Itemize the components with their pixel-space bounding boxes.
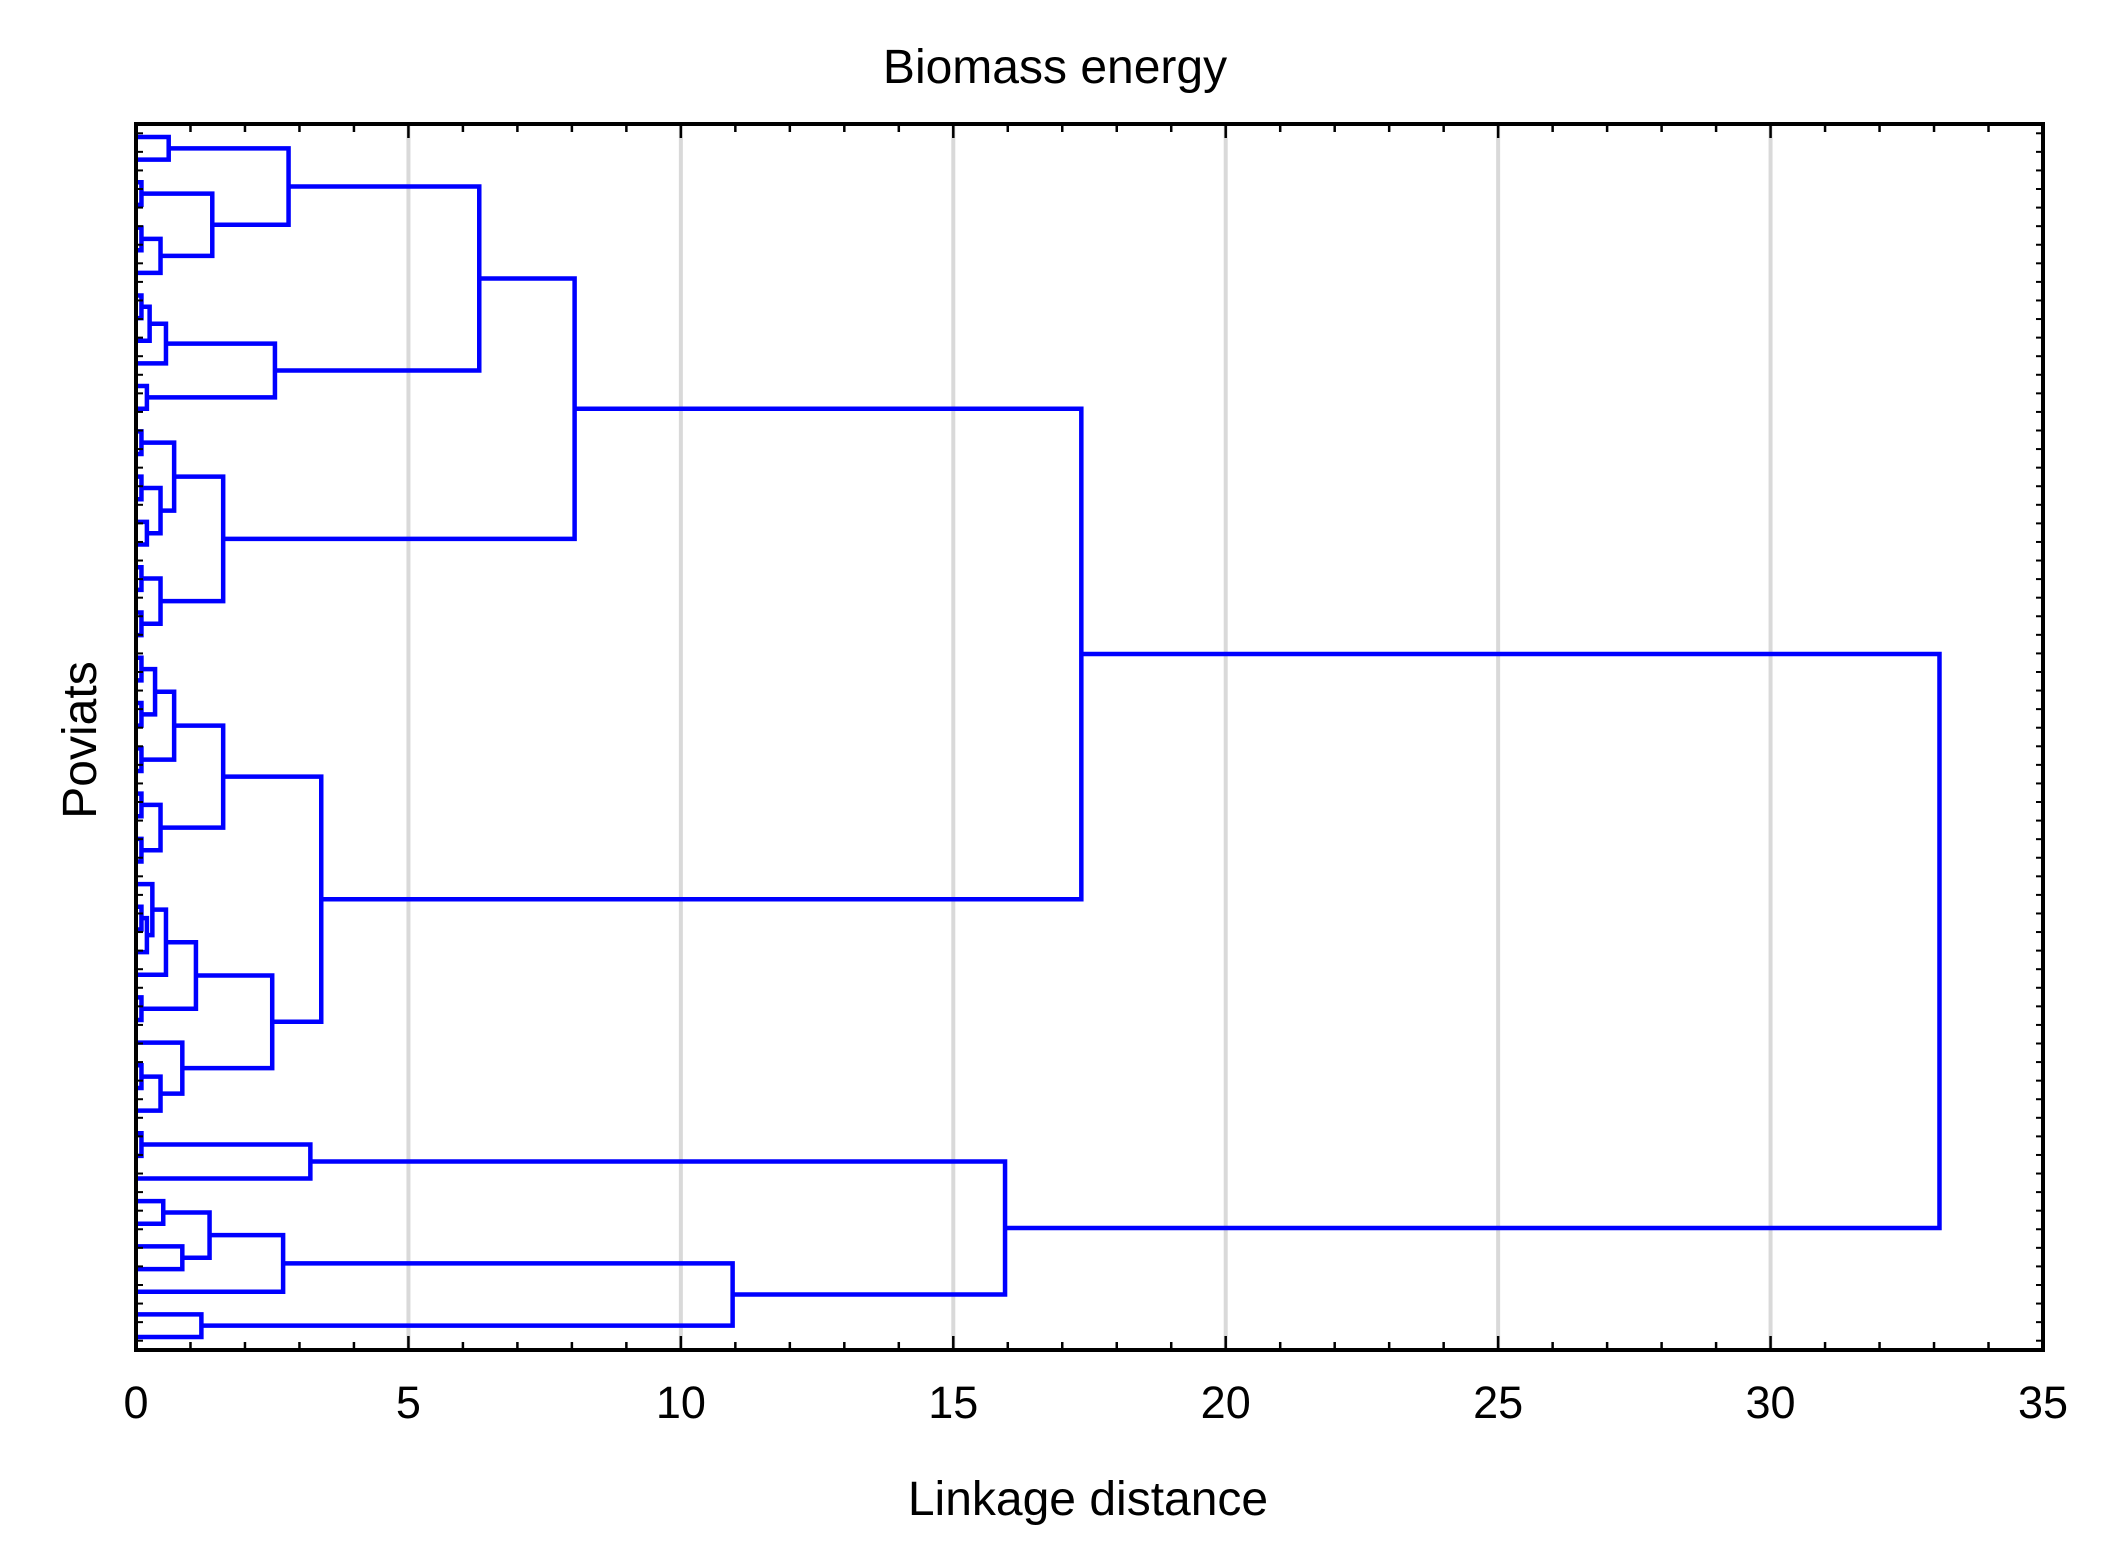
dendrogram-link	[1005, 651, 1942, 1231]
dendrogram-link	[160, 723, 226, 830]
x-axis-label: Linkage distance	[908, 1473, 1268, 1526]
dendrogram-links	[136, 134, 1942, 1340]
x-tick-label: 10	[656, 1377, 706, 1428]
dendrogram-link	[223, 774, 324, 1025]
x-tick-label: 35	[2018, 1377, 2068, 1428]
x-tick-labels: 0 5 10 15 20 25 30 35	[123, 1377, 2068, 1428]
dendrogram-link	[182, 973, 275, 1071]
x-tick-label: 5	[396, 1377, 421, 1428]
chart-title: Biomass energy	[883, 41, 1227, 94]
x-tick-label: 20	[1201, 1377, 1251, 1428]
dendrogram-link	[136, 304, 152, 344]
dendrogram-link	[160, 474, 226, 604]
x-tick-label: 25	[1473, 1377, 1523, 1428]
dendrogram-link	[136, 915, 150, 955]
x-tick-label: 0	[123, 1377, 148, 1428]
x-tick-label: 15	[928, 1377, 978, 1428]
dendrogram-link	[141, 939, 199, 1011]
dendrogram-link	[136, 1142, 313, 1181]
dendrogram-link	[136, 907, 169, 977]
x-tick-label: 30	[1746, 1377, 1796, 1428]
dendrogram-link	[136, 1232, 286, 1294]
dendrogram-link	[136, 134, 171, 162]
y-axis-label: Poviats	[54, 661, 107, 818]
plot-frame	[134, 122, 2045, 1352]
dendrogram-link	[136, 383, 150, 411]
dendrogram-link	[136, 519, 150, 547]
dendrogram-link	[136, 321, 169, 366]
grid-lines	[406, 124, 1773, 1350]
axis-ticks	[134, 124, 2045, 1350]
